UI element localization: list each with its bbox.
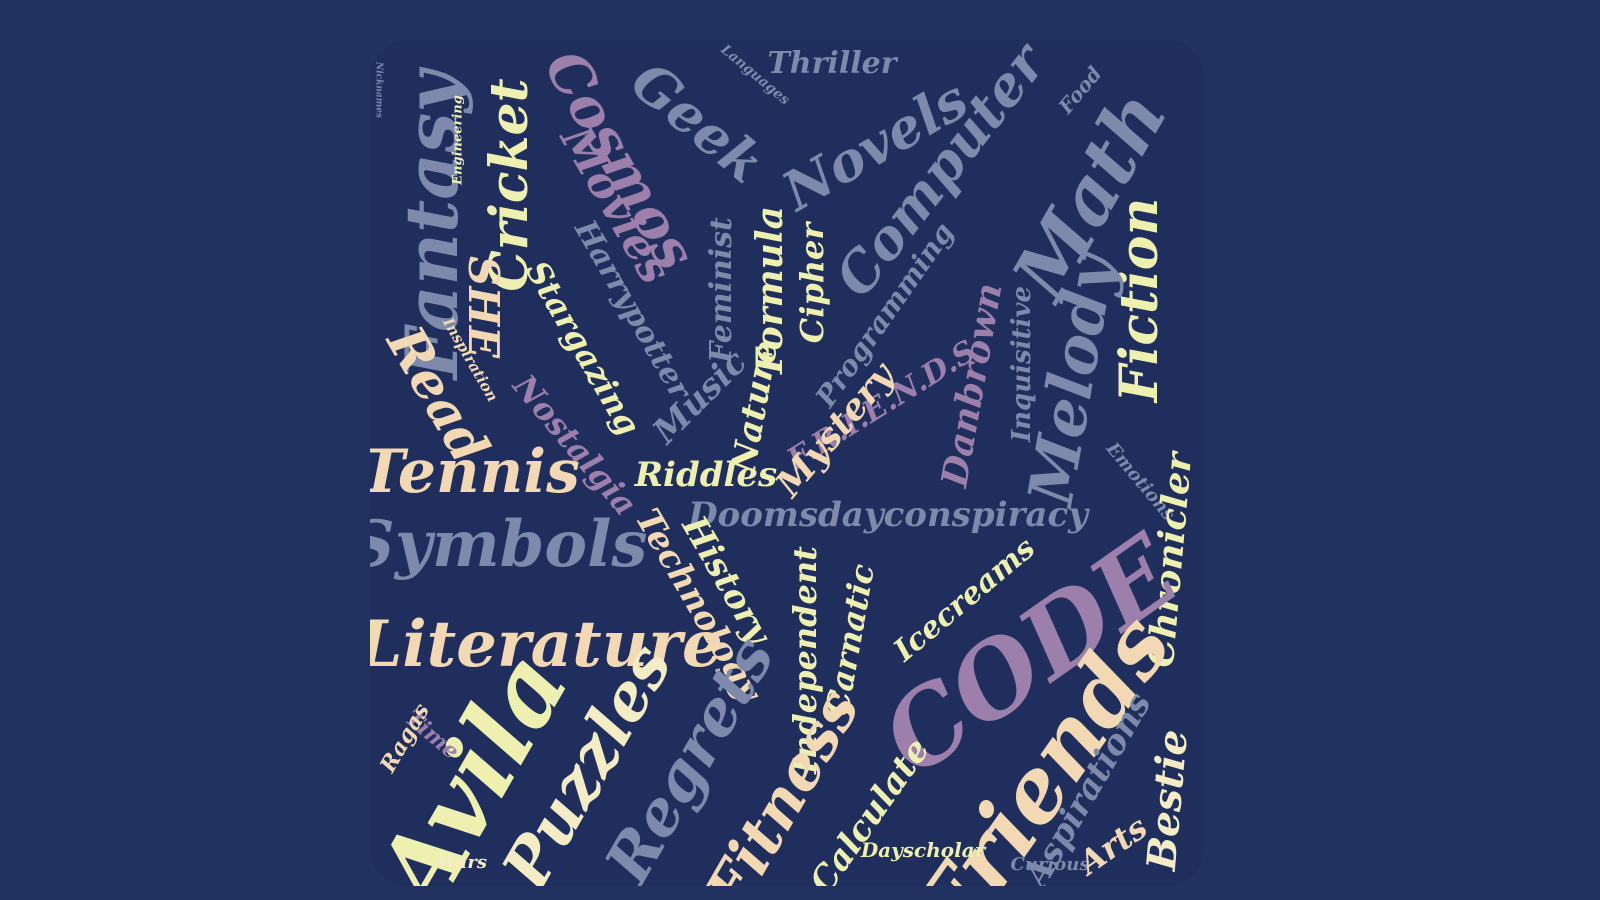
- word-wars: Wars: [437, 852, 487, 873]
- word-feminist: Feminist: [704, 217, 739, 363]
- word-riddles: Riddles: [634, 455, 778, 495]
- word-thriller: Thriller: [767, 46, 897, 81]
- word-cipher: Cipher: [793, 222, 831, 344]
- word-curious: Curious: [1010, 854, 1090, 875]
- word-literature: Literature: [370, 607, 723, 682]
- word-doomsdayconspiracy: Doomsdayconspiracy: [688, 495, 1088, 535]
- word-cloud-card: Nicknames Fantasy Engineering Cricket Co…: [370, 40, 1204, 886]
- word-dayscholar: Dayscholar: [860, 838, 986, 862]
- word-symbols: Symbols: [370, 507, 648, 582]
- word-engineering: Engineering: [450, 95, 466, 185]
- word-tennis: Tennis: [370, 437, 580, 507]
- word-nicknames: Nicknames: [373, 61, 384, 119]
- word-bestie: Bestie: [1137, 727, 1198, 873]
